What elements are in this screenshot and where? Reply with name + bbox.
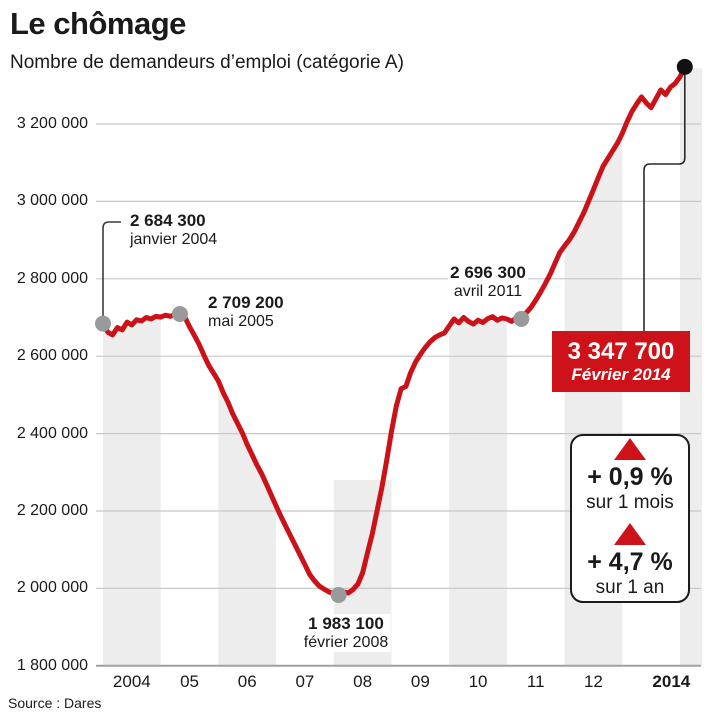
unemployment-line	[100, 64, 688, 598]
y-tick-label: 2 600 000	[16, 347, 88, 365]
y-tick-label: 2 000 000	[16, 579, 88, 597]
black-marker-dot	[676, 58, 693, 75]
up-triangle-icon	[613, 437, 646, 460]
annotation-date: avril 2011	[448, 283, 528, 301]
latest-value-badge: 3 347 700 Février 2014	[552, 331, 690, 392]
x-tick-label: 2004	[112, 671, 151, 691]
variation-stats-box: + 0,9 % sur 1 mois + 4,7 % sur 1 an	[570, 434, 690, 603]
stat-delta: + 0,9 %	[587, 462, 673, 491]
gray-marker-dot	[171, 305, 188, 322]
stat-period: sur 1 mois	[586, 491, 674, 513]
y-tick-label: 3 000 000	[16, 192, 88, 210]
annotation-value: 2 684 300	[128, 211, 220, 231]
callout-line-fev-2014	[643, 74, 686, 331]
annotation-jan-2004: 2 684 300 janvier 2004	[128, 211, 220, 249]
up-triangle-icon	[613, 522, 646, 545]
x-tick-label: 06	[237, 671, 257, 691]
y-tick-label: 2 800 000	[16, 269, 88, 287]
annotation-value: 2 709 200	[206, 293, 286, 313]
gray-marker-dot	[330, 586, 347, 603]
x-tick-label: 07	[295, 671, 315, 691]
gray-marker-dot	[513, 310, 530, 327]
year-band-2004	[103, 317, 161, 666]
x-tick-label: 11	[526, 671, 545, 691]
badge-value: 3 347 700	[567, 337, 675, 365]
source-credit: Source : Dares	[8, 695, 102, 711]
gray-marker-dot	[95, 315, 111, 332]
annotation-date: janvier 2004	[128, 231, 220, 249]
page-title: Le chômage	[10, 6, 186, 41]
annotation-date: février 2008	[301, 634, 391, 652]
stat-delta: + 4,7 %	[587, 547, 673, 576]
y-tick-label: 2 200 000	[16, 502, 88, 519]
x-tick-label: 10	[468, 671, 488, 691]
stat-year: + 4,7 % sur 1 an	[587, 522, 673, 600]
annotation-fev-2008: 1 983 100 février 2008	[301, 614, 391, 652]
y-tick-label: 3 200 000	[16, 115, 88, 132]
x-tick-label: 09	[410, 671, 430, 691]
annotation-date: mai 2005	[206, 313, 286, 331]
stat-period: sur 1 an	[595, 576, 665, 598]
annotation-value: 1 983 100	[301, 614, 391, 634]
stat-month: + 0,9 % sur 1 mois	[586, 437, 674, 515]
year-band-2010	[449, 318, 507, 666]
x-tick-label: 08	[353, 671, 373, 691]
badge-date: Février 2014	[571, 364, 671, 384]
year-band-2006	[218, 382, 277, 666]
annotation-avril-2011: 2 696 300 avril 2011	[448, 263, 528, 301]
callout-line-jan-2004	[102, 221, 121, 318]
x-tick-label: 2014	[652, 671, 691, 691]
y-tick-label: 1 800 000	[16, 656, 88, 674]
x-tick-label: 12	[583, 671, 603, 691]
y-tick-label: 2 400 000	[16, 424, 88, 442]
annotation-mai-2005: 2 709 200 mai 2005	[206, 293, 286, 331]
annotation-value: 2 696 300	[448, 263, 528, 283]
chart-subtitle: Nombre de demandeurs d’emploi (catégorie…	[10, 52, 404, 73]
x-tick-label: 05	[180, 671, 200, 691]
